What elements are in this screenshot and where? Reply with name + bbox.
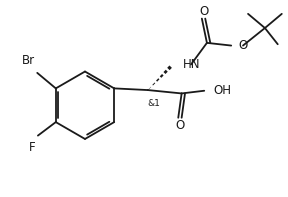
Text: O: O [175,119,185,132]
Text: HN: HN [183,58,201,71]
Text: Br: Br [22,55,35,68]
Text: F: F [29,141,35,154]
Text: &1: &1 [147,98,160,108]
Text: O: O [239,39,248,52]
Text: OH: OH [213,84,231,97]
Text: O: O [199,5,208,18]
